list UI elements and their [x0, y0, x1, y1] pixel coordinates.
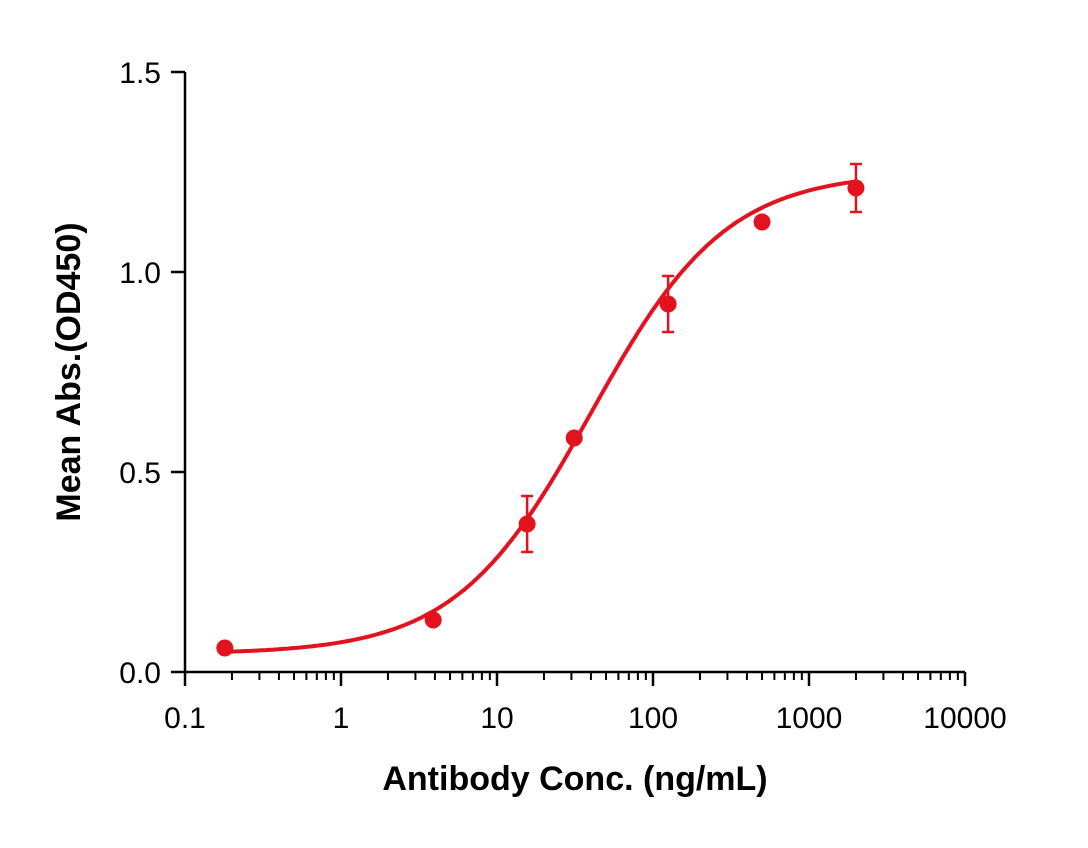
y-tick-label: 1.0: [119, 257, 161, 290]
data-point: [565, 429, 583, 447]
data-points: [216, 162, 865, 657]
y-tick-label: 1.5: [119, 57, 161, 90]
fit-curve-group: [224, 179, 857, 654]
data-point: [847, 179, 865, 197]
data-point: [518, 515, 536, 533]
data-point: [216, 639, 234, 657]
fit-curve: [224, 179, 857, 654]
data-point: [753, 213, 771, 231]
axes: 0.1 1 10 100 1000 10000 0.0 0.5 1.0 1.5: [119, 57, 1006, 735]
x-tick-label: 100: [628, 702, 678, 735]
y-axis-label: Mean Abs.(OD450): [50, 222, 88, 521]
y-tick-label: 0.0: [119, 657, 161, 690]
data-point: [424, 611, 442, 629]
y-tick-label: 0.5: [119, 457, 161, 490]
data-point: [659, 295, 677, 313]
x-axis-label: Antibody Conc. (ng/mL): [382, 760, 767, 798]
x-tick-label: 10: [480, 702, 513, 735]
x-tick-label: 1: [333, 702, 350, 735]
x-tick-label: 10000: [923, 702, 1006, 735]
x-tick-label: 0.1: [164, 702, 206, 735]
x-tick-label: 1000: [776, 702, 843, 735]
